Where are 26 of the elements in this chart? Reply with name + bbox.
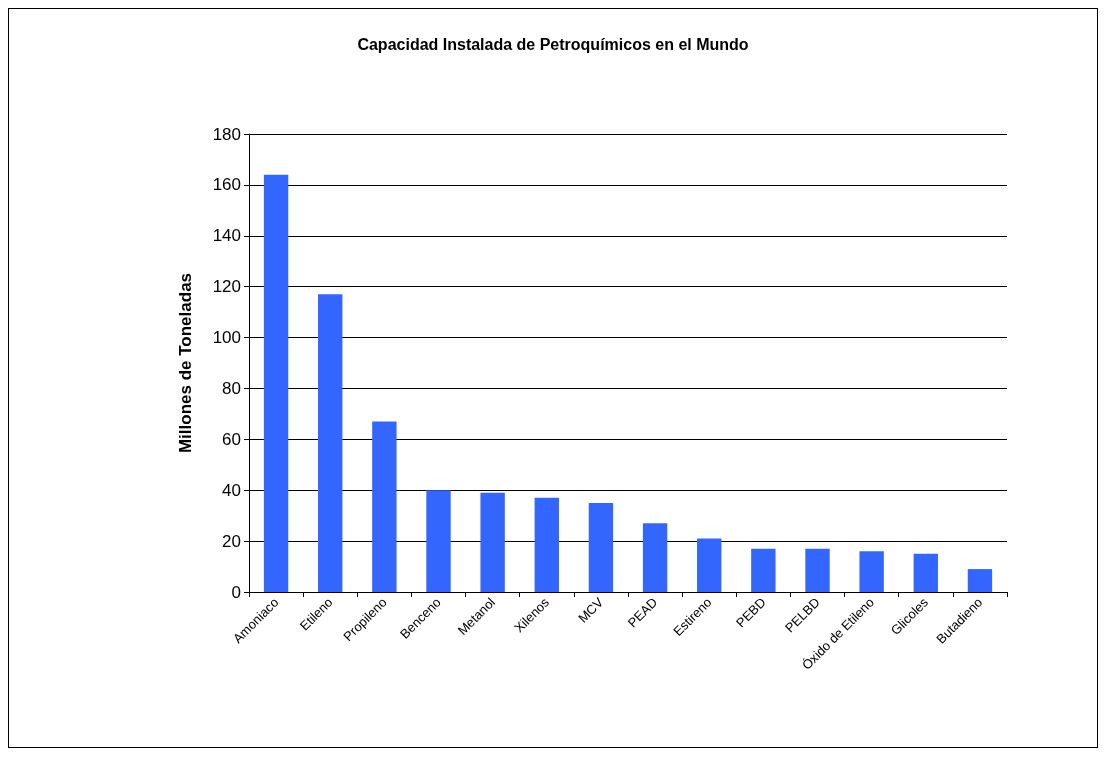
bar bbox=[480, 492, 505, 592]
bar bbox=[263, 174, 289, 592]
bar bbox=[859, 551, 884, 592]
chart-title: Capacidad Instalada de Petroquímicos en el Mundo bbox=[357, 35, 749, 53]
y-tick-label: 60 bbox=[222, 429, 241, 449]
y-tick-label: 140 bbox=[212, 226, 241, 246]
bar bbox=[751, 548, 776, 592]
bar bbox=[534, 497, 559, 592]
bar bbox=[426, 490, 451, 592]
y-tick-label: 100 bbox=[212, 328, 241, 348]
bar bbox=[967, 569, 993, 592]
y-tick-label: 40 bbox=[222, 480, 241, 500]
y-tick-label: 180 bbox=[212, 124, 241, 144]
y-tick-label: 20 bbox=[222, 531, 241, 551]
bar bbox=[372, 421, 397, 592]
bar bbox=[642, 523, 668, 592]
y-axis-title: Millones de Toneladas bbox=[176, 272, 195, 454]
y-tick-label: 0 bbox=[231, 582, 241, 602]
y-tick-label: 80 bbox=[222, 378, 241, 398]
y-tick-label: 120 bbox=[212, 277, 241, 297]
bar bbox=[588, 502, 614, 592]
bar bbox=[318, 294, 343, 592]
y-tick-label: 160 bbox=[212, 175, 241, 195]
bar bbox=[805, 548, 830, 592]
bar bbox=[697, 538, 722, 592]
bar bbox=[913, 553, 938, 592]
